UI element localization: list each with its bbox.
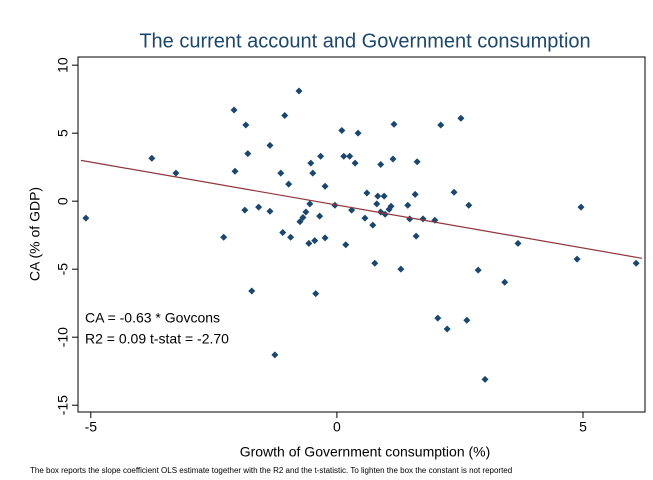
point <box>248 287 256 295</box>
y-tick-label: 5 <box>55 129 71 137</box>
point <box>241 206 249 214</box>
point <box>220 233 228 241</box>
point <box>573 255 581 263</box>
point <box>481 375 489 383</box>
point <box>231 167 239 175</box>
point <box>465 201 473 209</box>
point <box>342 241 350 249</box>
point <box>501 278 509 286</box>
point <box>363 189 371 197</box>
point <box>514 239 522 247</box>
point <box>387 202 395 210</box>
plot-frame <box>77 56 646 413</box>
point <box>255 203 263 211</box>
point <box>242 121 250 129</box>
point <box>230 106 238 114</box>
x-tick-label: 0 <box>333 419 341 435</box>
x-tick-label: -5 <box>85 419 98 435</box>
point <box>302 208 310 216</box>
point <box>397 265 405 273</box>
point <box>373 200 381 208</box>
chart-title: The current account and Government consu… <box>139 30 590 52</box>
point <box>296 218 304 226</box>
point <box>361 214 369 222</box>
point <box>311 237 319 245</box>
point <box>412 232 420 240</box>
point <box>321 182 329 190</box>
point <box>316 212 324 220</box>
point <box>317 152 325 160</box>
point <box>457 114 465 122</box>
point <box>389 155 397 163</box>
point <box>340 152 348 160</box>
footnote: The box reports the slope coefficient OL… <box>30 466 512 475</box>
point <box>266 207 274 215</box>
point <box>443 325 451 333</box>
point <box>244 150 252 158</box>
point <box>351 159 359 167</box>
point <box>281 111 289 119</box>
point <box>338 126 346 134</box>
point <box>285 180 293 188</box>
point <box>450 188 458 196</box>
point <box>413 158 421 166</box>
y-axis-title: CA (% of GDP) <box>27 187 43 281</box>
point <box>271 351 279 359</box>
point <box>172 169 180 177</box>
fit-line <box>80 159 643 259</box>
point <box>354 129 362 137</box>
x-tick-label: 5 <box>579 419 587 435</box>
point <box>390 120 398 128</box>
y-tick-label: -5 <box>55 263 71 276</box>
point <box>371 259 379 267</box>
point <box>374 192 382 200</box>
point <box>463 316 471 324</box>
point <box>312 290 320 298</box>
point <box>437 121 445 129</box>
y-tick-label: 10 <box>55 57 71 73</box>
point <box>305 239 313 247</box>
point <box>321 234 329 242</box>
point <box>279 228 287 236</box>
point <box>381 210 389 218</box>
y-tick-label: -15 <box>55 395 71 415</box>
point <box>309 169 317 177</box>
point <box>307 159 315 167</box>
point <box>287 233 295 241</box>
point <box>148 154 156 162</box>
point <box>474 266 482 274</box>
point <box>411 190 419 198</box>
y-tick-label: -10 <box>55 327 71 347</box>
x-axis-title: Growth of Government consumption (%) <box>240 444 491 460</box>
point <box>404 201 412 209</box>
point <box>577 203 585 211</box>
y-tick-label: 0 <box>55 197 71 205</box>
point <box>632 259 640 267</box>
point <box>277 169 285 177</box>
point <box>380 192 388 200</box>
point <box>266 141 274 149</box>
point <box>434 314 442 322</box>
point <box>82 214 90 222</box>
point <box>346 152 354 160</box>
point <box>295 87 303 95</box>
annotation: R2 = 0.09 t-stat = -2.70 <box>85 331 229 347</box>
point <box>299 213 307 221</box>
point <box>306 200 314 208</box>
point <box>369 221 377 229</box>
point <box>377 160 385 168</box>
annotation: CA = -0.63 * Govcons <box>85 310 220 326</box>
